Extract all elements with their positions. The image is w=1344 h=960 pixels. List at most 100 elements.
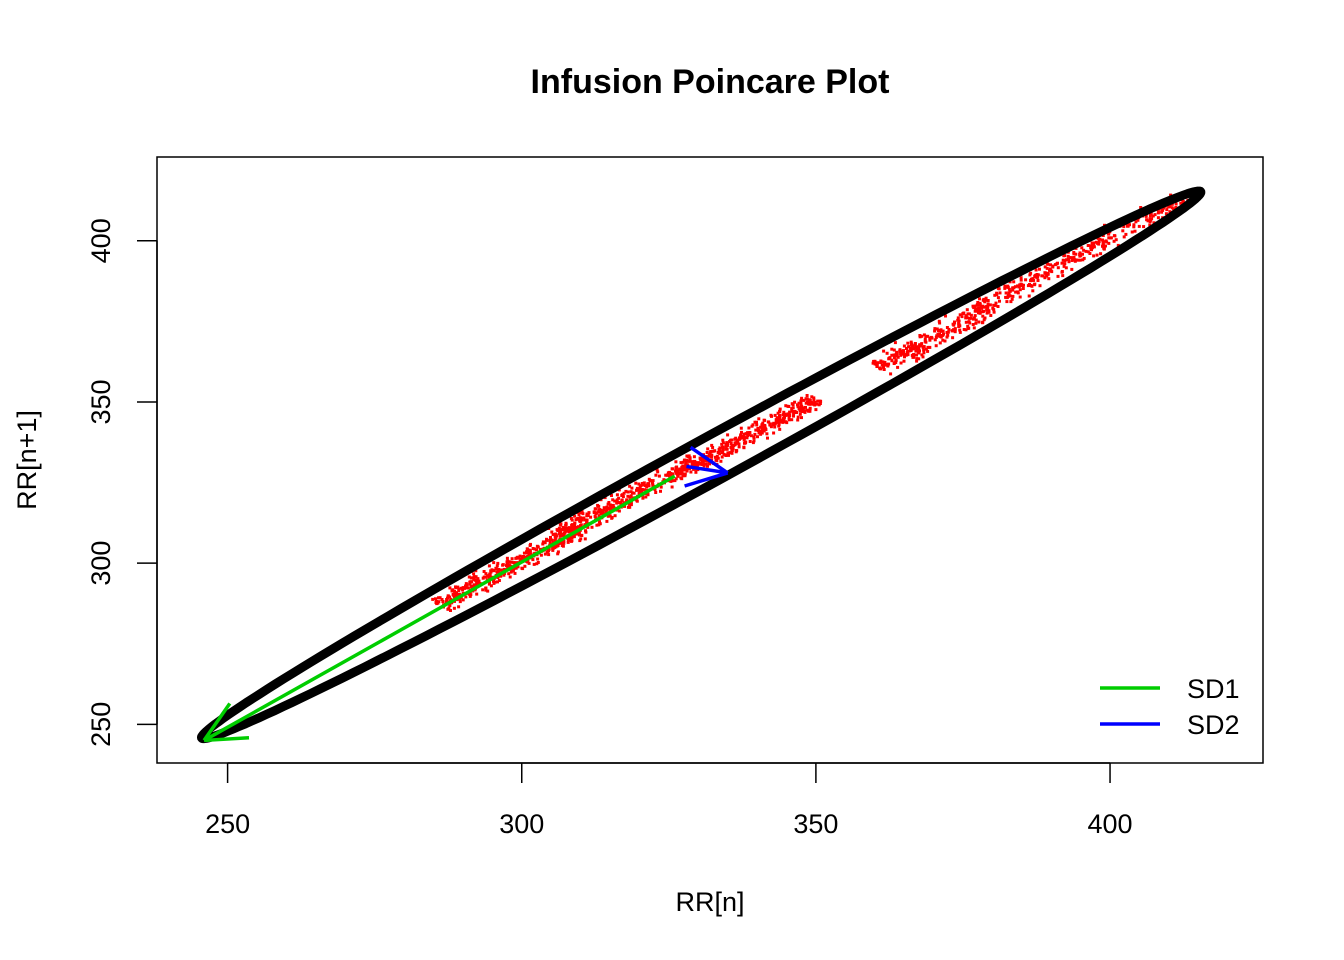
scatter-point [558, 529, 562, 533]
scatter-point [1021, 287, 1025, 290]
scatter-point [816, 399, 820, 403]
scatter-point [798, 409, 802, 413]
scatter-point [1109, 236, 1113, 240]
scatter-point [1148, 220, 1152, 224]
scatter-point [457, 605, 461, 609]
scatter-point [917, 357, 921, 361]
scatter-point [720, 455, 724, 459]
scatter-point [628, 495, 632, 499]
scatter-point [671, 467, 675, 471]
scatter-point [1056, 266, 1060, 270]
scatter-point [581, 512, 585, 516]
scatter-point [468, 580, 472, 584]
scatter-point [657, 474, 661, 478]
scatter-point [621, 493, 624, 497]
scatter-point [1145, 218, 1149, 222]
scatter-point [812, 398, 816, 402]
scatter-point [549, 536, 552, 539]
scatter-point [1063, 259, 1067, 263]
scatter-point [1088, 252, 1092, 255]
scatter-point [556, 550, 560, 554]
scatter-point [813, 400, 817, 404]
scatter-point [481, 588, 485, 592]
scatter-point [734, 449, 738, 452]
scatter-point [937, 319, 941, 323]
scatter-point [1107, 236, 1111, 240]
scatter-point [749, 434, 753, 438]
scatter-point [706, 464, 709, 468]
scatter-point [611, 498, 615, 502]
scatter-point [748, 431, 752, 434]
scatter-point [1090, 248, 1093, 252]
scatter-point [709, 450, 713, 453]
scatter-point [892, 356, 896, 359]
scatter-point [978, 297, 981, 301]
scatter-point [747, 426, 751, 430]
scatter-point [991, 306, 995, 310]
scatter-point [574, 518, 578, 522]
scatter-point [886, 364, 890, 368]
scatter-point [907, 345, 911, 349]
scatter-point [983, 316, 987, 320]
scatter-point [685, 469, 689, 473]
scatter-point [941, 329, 945, 333]
scatter-point [489, 570, 493, 574]
scatter-point [1113, 234, 1117, 238]
legend-label-sd1: SD1 [1187, 674, 1240, 704]
scatter-point [495, 564, 499, 568]
scatter-point [915, 359, 919, 363]
scatter-point [790, 409, 794, 413]
scatter-point [980, 306, 984, 310]
scatter-point [1151, 214, 1155, 218]
scatter-point [1064, 266, 1068, 270]
scatter-point [889, 372, 893, 376]
scatter-point [777, 422, 781, 426]
scatter-point [1156, 211, 1160, 215]
scatter-point [969, 316, 973, 320]
scatter-point [964, 320, 968, 324]
scatter-point [681, 464, 685, 468]
scatter-point [468, 582, 472, 586]
scatter-point [1018, 283, 1022, 287]
scatter-point [685, 458, 689, 462]
scatter-point [738, 436, 742, 440]
x-tick-label: 350 [793, 809, 838, 839]
scatter-point [1121, 229, 1125, 233]
scatter-point [778, 407, 782, 411]
scatter-point [595, 511, 599, 515]
scatter-point [659, 489, 662, 493]
scatter-point [1074, 258, 1078, 262]
scatter-point [778, 410, 782, 414]
scatter-point [951, 336, 955, 340]
scatter-point [800, 416, 803, 420]
scatter-point [548, 538, 552, 542]
scatter-point [598, 520, 601, 524]
chart-title: Infusion Poincare Plot [531, 63, 890, 101]
scatter-point [769, 413, 773, 417]
scatter-point [939, 329, 943, 333]
scatter-point [467, 575, 471, 579]
scatter-point [520, 555, 524, 559]
scatter-point [744, 441, 747, 445]
scatter-point [434, 597, 437, 601]
scatter-point [885, 351, 889, 355]
scatter-point [726, 433, 730, 437]
scatter-point [606, 502, 610, 506]
scatter-point [801, 407, 804, 411]
scatter-point [570, 523, 574, 527]
scatter-point [447, 606, 451, 610]
scatter-point [729, 442, 733, 445]
scatter-point [1165, 208, 1169, 212]
scatter-point [773, 425, 777, 429]
scatter-point [599, 509, 603, 512]
scatter-point [550, 530, 554, 534]
scatter-point [808, 409, 812, 413]
scatter-point [453, 595, 456, 599]
x-axis-label: RR[n] [675, 887, 744, 917]
scatter-point [577, 533, 581, 537]
scatter-point [486, 574, 490, 578]
scatter-point [1076, 258, 1080, 262]
scatter-point [681, 460, 685, 464]
scatter-point [659, 485, 663, 489]
